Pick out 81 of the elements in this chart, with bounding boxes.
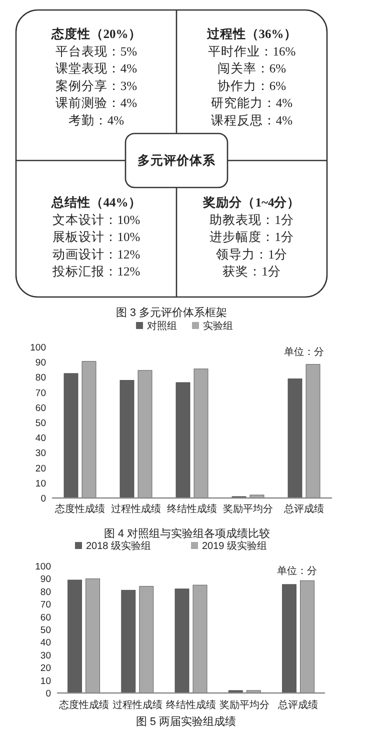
y-tick-label: 90 [35,358,46,369]
y-tick-label: 100 [35,562,51,572]
text: 研究能力：4% [210,96,293,110]
bar [139,586,154,694]
text: 图 5 两届实验组成绩 [136,715,236,728]
text: 图 4 对照组与实验组各项成绩比较 [104,527,270,540]
legend-label: 对照组 [147,320,177,332]
legend-label: 2019 级实验组 [202,540,268,552]
text: 奖励分（1~4分） [202,196,300,210]
text: 文本设计：10% [52,212,140,227]
bar [82,361,96,498]
x-tick-label: 终结性成绩 [167,503,217,515]
text: 课程反思：4% [210,114,293,128]
legend-label: 实验组 [203,320,233,332]
y-tick-label: 10 [40,676,51,687]
y-tick-label: 30 [40,650,51,662]
y-tick-label: 60 [40,612,51,624]
text: 闯关率：6% [217,60,286,76]
bar [300,580,314,694]
bar [120,380,134,498]
y-tick-label: 0 [46,688,51,700]
text: 投标汇报：12% [51,264,140,279]
y-tick-label: 20 [40,663,51,674]
text: 态度性（20%） [50,26,142,41]
x-tick-label: 奖励平均分 [223,503,273,515]
annotation: 单位：分 [284,346,324,358]
text: 动画设计：12% [52,247,140,262]
y-tick-label: 10 [35,478,46,490]
bar [194,368,208,498]
text: 助教表现：1分 [210,212,294,227]
y-tick-label: 0 [40,494,46,504]
text: 过程性（36%） [206,27,297,41]
bar [288,378,302,498]
text: 获奖：1分 [222,264,281,279]
text: 平台表现：5% [55,44,138,58]
bar [86,578,100,694]
text: 课前测验：4% [55,96,138,110]
y-tick-label: 90 [40,574,51,586]
text: 领导力：1分 [216,247,288,262]
bar [64,373,78,498]
bar [250,494,264,498]
y-tick-label: 80 [35,372,46,384]
y-tick-label: 20 [35,463,46,474]
annotation: 单位：分 [277,565,317,577]
bar [192,584,208,694]
text: 总结性（44%） [50,194,142,210]
x-tick-label: 奖励平均分 [220,699,270,711]
y-tick-label: 70 [40,600,51,611]
x-tick-label: 态度性成绩 [54,503,105,515]
y-tick-label: 100 [30,342,46,354]
bar [68,580,82,694]
x-tick-label: 过程性成绩 [111,503,161,515]
text: 图 3 多元评价体系框架 [116,306,228,319]
bar [282,584,296,694]
y-tick-label: 40 [40,638,51,649]
text: 多元评价体系 [138,152,216,168]
x-tick-label: 态度性成绩 [58,699,109,711]
bar [306,364,320,498]
bar [121,590,136,694]
bar [174,588,190,694]
legend-label: 2018 级实验组 [86,540,152,552]
x-tick-label: 终结性成绩 [166,699,216,711]
text: 展板设计：10% [52,230,140,244]
y-tick-label: 30 [35,448,46,460]
text: 考勤：4% [68,114,124,128]
y-tick-label: 40 [35,433,46,444]
y-tick-label: 50 [40,625,51,636]
y-tick-label: 60 [35,402,46,414]
text: 案例分享：3% [55,78,138,93]
y-tick-label: 80 [40,586,51,598]
text: 协作力：6% [217,78,286,93]
bar [176,382,190,498]
bar [138,370,152,498]
y-tick-label: 70 [35,388,46,399]
text: 平时作业：16% [208,44,296,58]
text: 课堂表现：4% [55,62,138,76]
y-tick-label: 50 [35,418,46,429]
x-tick-label: 总评成绩 [277,699,318,711]
x-tick-label: 总评成绩 [283,503,324,515]
text: 进步幅度：1分 [210,229,294,244]
x-tick-label: 过程性成绩 [112,699,162,711]
